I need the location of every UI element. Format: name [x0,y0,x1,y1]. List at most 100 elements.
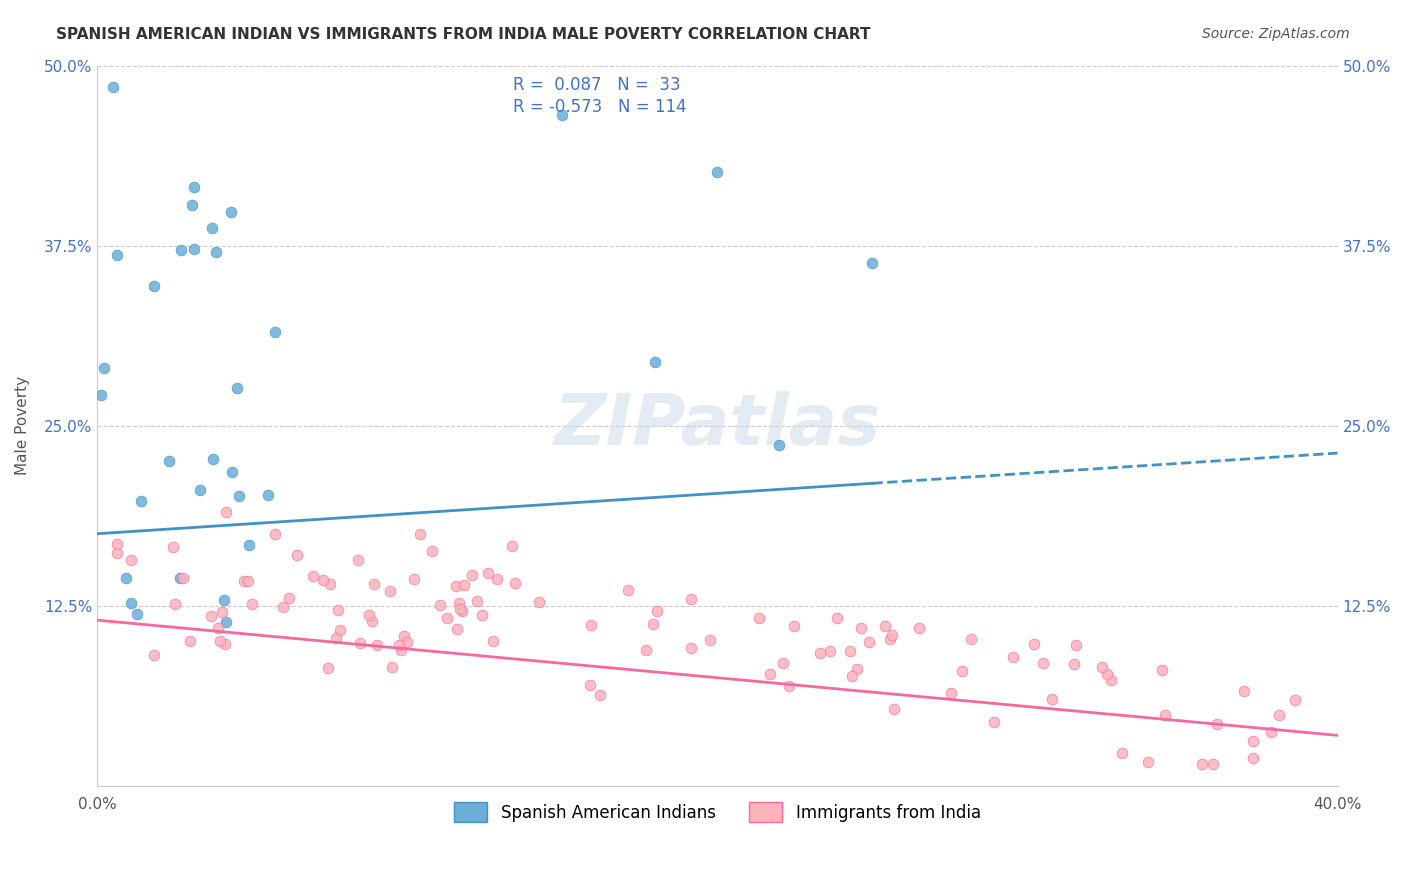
Immigrants from India [1284,693,1306,707]
Immigrants from India [236,574,259,588]
Immigrants from India [939,686,962,700]
Immigrants from India [477,566,499,581]
Immigrants from India [634,643,657,657]
Immigrants from India [208,634,231,648]
Immigrants from India [302,568,325,582]
Spanish American Indians [201,220,224,235]
Text: ZIPatlas: ZIPatlas [554,392,882,460]
Immigrants from India [527,594,550,608]
Immigrants from India [394,629,416,643]
Spanish American Indians [212,593,235,607]
Immigrants from India [1137,755,1160,769]
Spanish American Indians [131,493,153,508]
Immigrants from India [845,662,868,676]
Immigrants from India [1202,756,1225,771]
Immigrants from India [326,603,349,617]
Spanish American Indians [228,489,250,503]
Text: Source: ZipAtlas.com: Source: ZipAtlas.com [1202,27,1350,41]
Immigrants from India [1154,707,1177,722]
Spanish American Indians [170,243,193,257]
Immigrants from India [163,597,186,611]
Immigrants from India [501,540,523,554]
Immigrants from India [361,614,384,628]
Immigrants from India [1260,725,1282,739]
Immigrants from India [1191,756,1213,771]
Immigrants from India [503,576,526,591]
Text: R = -0.573   N = 114: R = -0.573 N = 114 [513,98,686,116]
Immigrants from India [162,541,184,555]
Immigrants from India [1232,683,1254,698]
Immigrants from India [772,657,794,671]
Immigrants from India [444,579,467,593]
Immigrants from India [759,667,782,681]
Immigrants from India [451,603,474,617]
Immigrants from India [643,617,665,632]
Spanish American Indians [142,279,165,293]
Immigrants from India [1268,708,1291,723]
Spanish American Indians [101,80,124,95]
Immigrants from India [1150,664,1173,678]
Immigrants from India [278,591,301,605]
Immigrants from India [285,548,308,562]
Immigrants from India [329,623,352,637]
Immigrants from India [1022,637,1045,651]
Immigrants from India [446,622,468,636]
Immigrants from India [825,611,848,625]
Immigrants from India [447,596,470,610]
Spanish American Indians [219,204,242,219]
Immigrants from India [349,635,371,649]
Immigrants from India [207,622,229,636]
Spanish American Indians [205,245,228,260]
Spanish American Indians [226,381,249,395]
Spanish American Indians [768,438,790,452]
Immigrants from India [325,631,347,645]
Immigrants from India [172,571,194,585]
Spanish American Indians [238,538,260,552]
Immigrants from India [461,567,484,582]
Immigrants from India [363,576,385,591]
Immigrants from India [319,577,342,591]
Spanish American Indians [157,454,180,468]
Spanish American Indians [90,387,112,401]
Immigrants from India [1064,638,1087,652]
Immigrants from India [858,635,880,649]
Immigrants from India [1099,673,1122,687]
Immigrants from India [818,643,841,657]
Spanish American Indians [221,465,243,479]
Immigrants from India [120,553,142,567]
Immigrants from India [396,635,419,649]
Immigrants from India [388,639,411,653]
Immigrants from India [699,632,721,647]
Immigrants from India [264,527,287,541]
Spanish American Indians [706,165,728,179]
Immigrants from India [645,604,668,618]
Spanish American Indians [169,571,191,585]
Spanish American Indians [105,248,128,262]
Immigrants from India [179,633,201,648]
Immigrants from India [748,611,770,625]
Immigrants from India [679,591,702,606]
Spanish American Indians [644,355,666,369]
Spanish American Indians [183,242,205,256]
Immigrants from India [316,660,339,674]
Text: SPANISH AMERICAN INDIAN VS IMMIGRANTS FROM INDIA MALE POVERTY CORRELATION CHART: SPANISH AMERICAN INDIAN VS IMMIGRANTS FR… [56,27,870,42]
Immigrants from India [482,634,505,648]
Immigrants from India [950,665,973,679]
Immigrants from India [271,599,294,614]
Spanish American Indians [180,198,202,212]
Immigrants from India [851,621,873,635]
Spanish American Indians [115,572,138,586]
Immigrants from India [1063,657,1085,671]
Immigrants from India [1090,660,1112,674]
Immigrants from India [214,637,236,651]
Immigrants from India [679,641,702,656]
Immigrants from India [879,632,901,647]
Immigrants from India [1206,717,1229,731]
Y-axis label: Male Poverty: Male Poverty [15,376,30,475]
Immigrants from India [783,619,806,633]
Immigrants from India [242,597,264,611]
Spanish American Indians [862,256,884,270]
Immigrants from India [841,669,863,683]
Immigrants from India [1241,733,1264,747]
Immigrants from India [404,572,426,586]
